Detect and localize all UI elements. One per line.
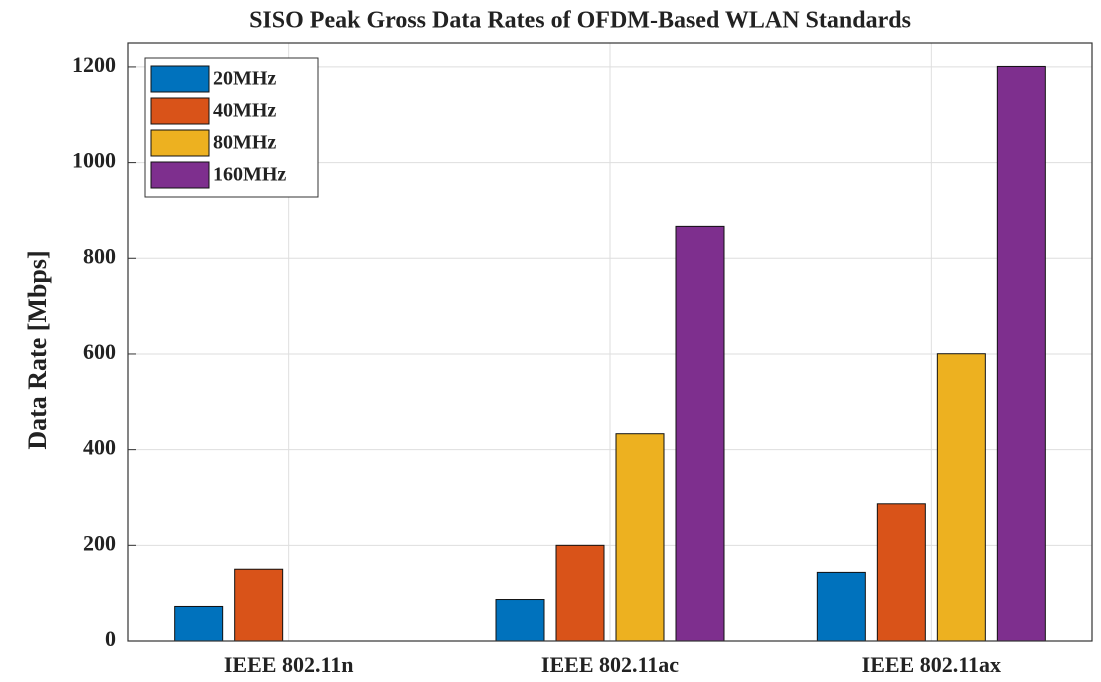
x-tick-label: IEEE 802.11ac bbox=[541, 652, 679, 677]
bar bbox=[174, 605, 224, 642]
bar bbox=[876, 503, 926, 642]
bar bbox=[936, 353, 986, 642]
legend-label: 160MHz bbox=[213, 164, 286, 186]
y-tick-label: 800 bbox=[83, 243, 116, 268]
x-tick-label: IEEE 802.11ax bbox=[862, 652, 1001, 677]
legend-label: 40MHz bbox=[213, 100, 276, 122]
bar bbox=[996, 65, 1046, 642]
legend-label: 20MHz bbox=[213, 68, 276, 90]
bar bbox=[675, 225, 725, 642]
legend-swatch bbox=[150, 161, 210, 189]
y-tick-label: 1000 bbox=[72, 148, 116, 173]
bar bbox=[816, 571, 866, 642]
y-axis-label: Data Rate [Mbps] bbox=[23, 250, 52, 449]
bar bbox=[555, 544, 605, 642]
legend-swatch bbox=[150, 129, 210, 157]
legend-label: 80MHz bbox=[213, 132, 276, 154]
legend-swatch bbox=[150, 97, 210, 125]
y-tick-label: 1200 bbox=[72, 52, 116, 77]
x-tick-label: IEEE 802.11n bbox=[224, 652, 354, 677]
bar bbox=[495, 599, 545, 642]
y-tick-label: 0 bbox=[105, 626, 116, 651]
chart-title: SISO Peak Gross Data Rates of OFDM-Based… bbox=[249, 8, 911, 34]
y-tick-label: 400 bbox=[83, 435, 116, 460]
y-tick-label: 200 bbox=[83, 530, 116, 555]
bar bbox=[615, 433, 665, 642]
y-tick-label: 600 bbox=[83, 339, 116, 364]
legend-swatch bbox=[150, 65, 210, 93]
bar bbox=[234, 568, 284, 642]
axes-box bbox=[127, 42, 1093, 642]
